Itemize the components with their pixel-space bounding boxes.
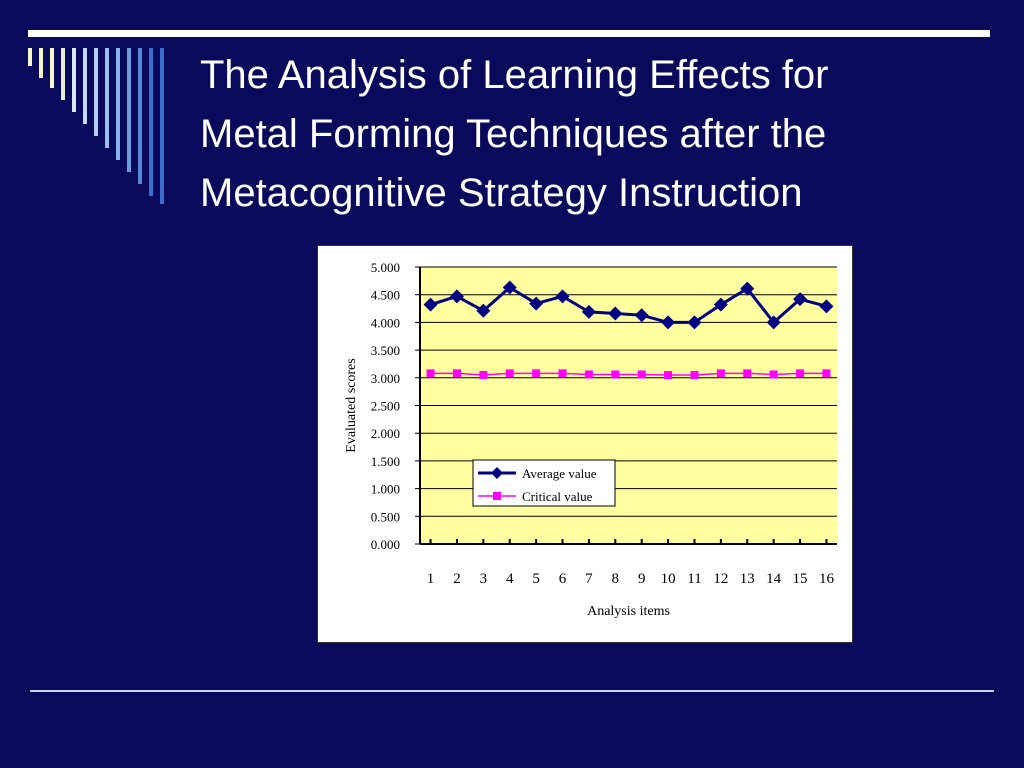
y-tick-label: 3.500 bbox=[371, 343, 400, 358]
x-tick-label: 5 bbox=[532, 571, 540, 587]
data-point-square bbox=[584, 370, 593, 379]
legend-marker-diamond bbox=[491, 467, 503, 479]
data-point-square bbox=[426, 369, 435, 378]
x-tick-label: 4 bbox=[506, 571, 514, 587]
data-point-square bbox=[743, 369, 752, 378]
series-line bbox=[430, 372, 827, 376]
legend-marker-square bbox=[493, 492, 501, 500]
data-point-diamond bbox=[449, 289, 464, 304]
data-point-square bbox=[637, 370, 646, 379]
y-tick-label: 1.500 bbox=[371, 454, 400, 469]
data-point-diamond bbox=[740, 281, 755, 296]
data-point-diamond bbox=[581, 304, 596, 319]
decorative-bar bbox=[94, 48, 98, 136]
x-tick-label: 12 bbox=[713, 571, 728, 587]
x-tick-label: 6 bbox=[559, 571, 567, 587]
decorative-bar bbox=[83, 48, 87, 124]
decorative-bar bbox=[149, 48, 153, 196]
data-point-square bbox=[611, 370, 620, 379]
y-tick-label: 4.500 bbox=[371, 288, 400, 303]
x-tick-label: 9 bbox=[638, 571, 646, 587]
data-point-diamond bbox=[687, 315, 702, 330]
decorative-bar bbox=[39, 48, 43, 78]
data-point-diamond bbox=[713, 297, 728, 312]
data-point-square bbox=[822, 369, 831, 378]
legend-label: Average value bbox=[522, 466, 597, 481]
x-tick-label: 1 bbox=[427, 571, 435, 587]
decorative-bar bbox=[138, 48, 142, 184]
bottom-rule bbox=[30, 690, 994, 692]
decorative-bar bbox=[105, 48, 109, 148]
data-point-square bbox=[452, 369, 461, 378]
x-tick-label: 2 bbox=[453, 571, 461, 587]
x-tick-label: 8 bbox=[612, 571, 620, 587]
x-axis-tick-labels: 1 2 3 4 5 6 7 8 9 10 11 12 13 14 15 16 bbox=[427, 571, 835, 587]
series-layer bbox=[423, 280, 834, 380]
y-tick-label: 2.000 bbox=[371, 426, 400, 441]
data-point-square bbox=[690, 371, 699, 380]
top-rule bbox=[28, 30, 990, 37]
x-tick-label: 16 bbox=[819, 571, 835, 587]
data-point-diamond bbox=[634, 308, 649, 323]
y-tick-label: 5.000 bbox=[371, 260, 400, 275]
line-chart: 0.000 0.500 1.000 1.500 2.000 2.500 3.000 3.500… bbox=[344, 260, 837, 619]
y-tick-label: 3.000 bbox=[371, 371, 400, 386]
decorative-bar bbox=[160, 48, 164, 204]
decorative-bars bbox=[28, 48, 164, 204]
slide-title: The Analysis of Learning Effects for Met… bbox=[200, 46, 1000, 223]
data-point-square bbox=[664, 371, 673, 380]
y-tick-label: 2.500 bbox=[371, 399, 400, 414]
data-point-diamond bbox=[793, 292, 808, 307]
x-tick-label: 3 bbox=[480, 571, 488, 587]
y-tick-label: 0.500 bbox=[371, 509, 400, 524]
decorative-bar bbox=[127, 48, 131, 172]
title-line-2: Metal Forming Techniques after the bbox=[200, 112, 827, 156]
y-axis-tick-labels: 0.000 0.500 1.000 1.500 2.000 2.500 3.000 3.500… bbox=[371, 260, 400, 552]
gridlines bbox=[415, 266, 837, 545]
axes bbox=[419, 267, 837, 545]
data-point-diamond bbox=[502, 280, 517, 295]
y-tick-label: 1.000 bbox=[371, 482, 400, 497]
x-tick-label: 14 bbox=[766, 571, 782, 587]
data-point-diamond bbox=[661, 315, 676, 330]
data-point-diamond bbox=[529, 296, 544, 311]
chart-container: 0.000 0.500 1.000 1.500 2.000 2.500 3.000 3.500… bbox=[317, 245, 853, 643]
x-tick-label: 7 bbox=[585, 571, 593, 587]
data-point-square bbox=[558, 369, 567, 378]
data-point-square bbox=[479, 371, 488, 380]
data-point-square bbox=[505, 369, 514, 378]
y-axis-label: Evaluated scores bbox=[344, 358, 359, 452]
decorative-bar bbox=[116, 48, 120, 160]
decorative-bar bbox=[28, 48, 32, 66]
decorative-bar bbox=[50, 48, 54, 88]
legend-label: Critical value bbox=[522, 489, 593, 504]
title-line-1: The Analysis of Learning Effects for bbox=[200, 53, 829, 97]
series-square bbox=[426, 369, 831, 380]
data-point-diamond bbox=[423, 297, 438, 312]
data-point-diamond bbox=[555, 289, 570, 304]
data-point-diamond bbox=[819, 299, 834, 314]
series-line bbox=[430, 285, 827, 325]
data-point-square bbox=[796, 369, 805, 378]
y-tick-label: 4.000 bbox=[371, 315, 400, 330]
x-tick-label: 10 bbox=[661, 571, 676, 587]
data-point-square bbox=[769, 370, 778, 379]
y-tick-label: 0.000 bbox=[371, 537, 400, 552]
x-tick-label: 13 bbox=[740, 571, 755, 587]
data-point-diamond bbox=[476, 303, 491, 318]
x-tick-label: 11 bbox=[687, 571, 701, 587]
data-point-square bbox=[716, 369, 725, 378]
x-tick-label: 15 bbox=[793, 571, 808, 587]
data-point-diamond bbox=[766, 315, 781, 330]
decorative-bar bbox=[72, 48, 76, 112]
x-axis-label: Analysis items bbox=[587, 604, 670, 619]
legend: Average value Critical value bbox=[472, 459, 616, 507]
decorative-bar bbox=[61, 48, 65, 100]
series-diamond bbox=[423, 280, 834, 330]
data-point-diamond bbox=[608, 306, 623, 321]
data-point-square bbox=[532, 369, 541, 378]
title-line-3: Metacognitive Strategy Instruction bbox=[200, 171, 803, 215]
